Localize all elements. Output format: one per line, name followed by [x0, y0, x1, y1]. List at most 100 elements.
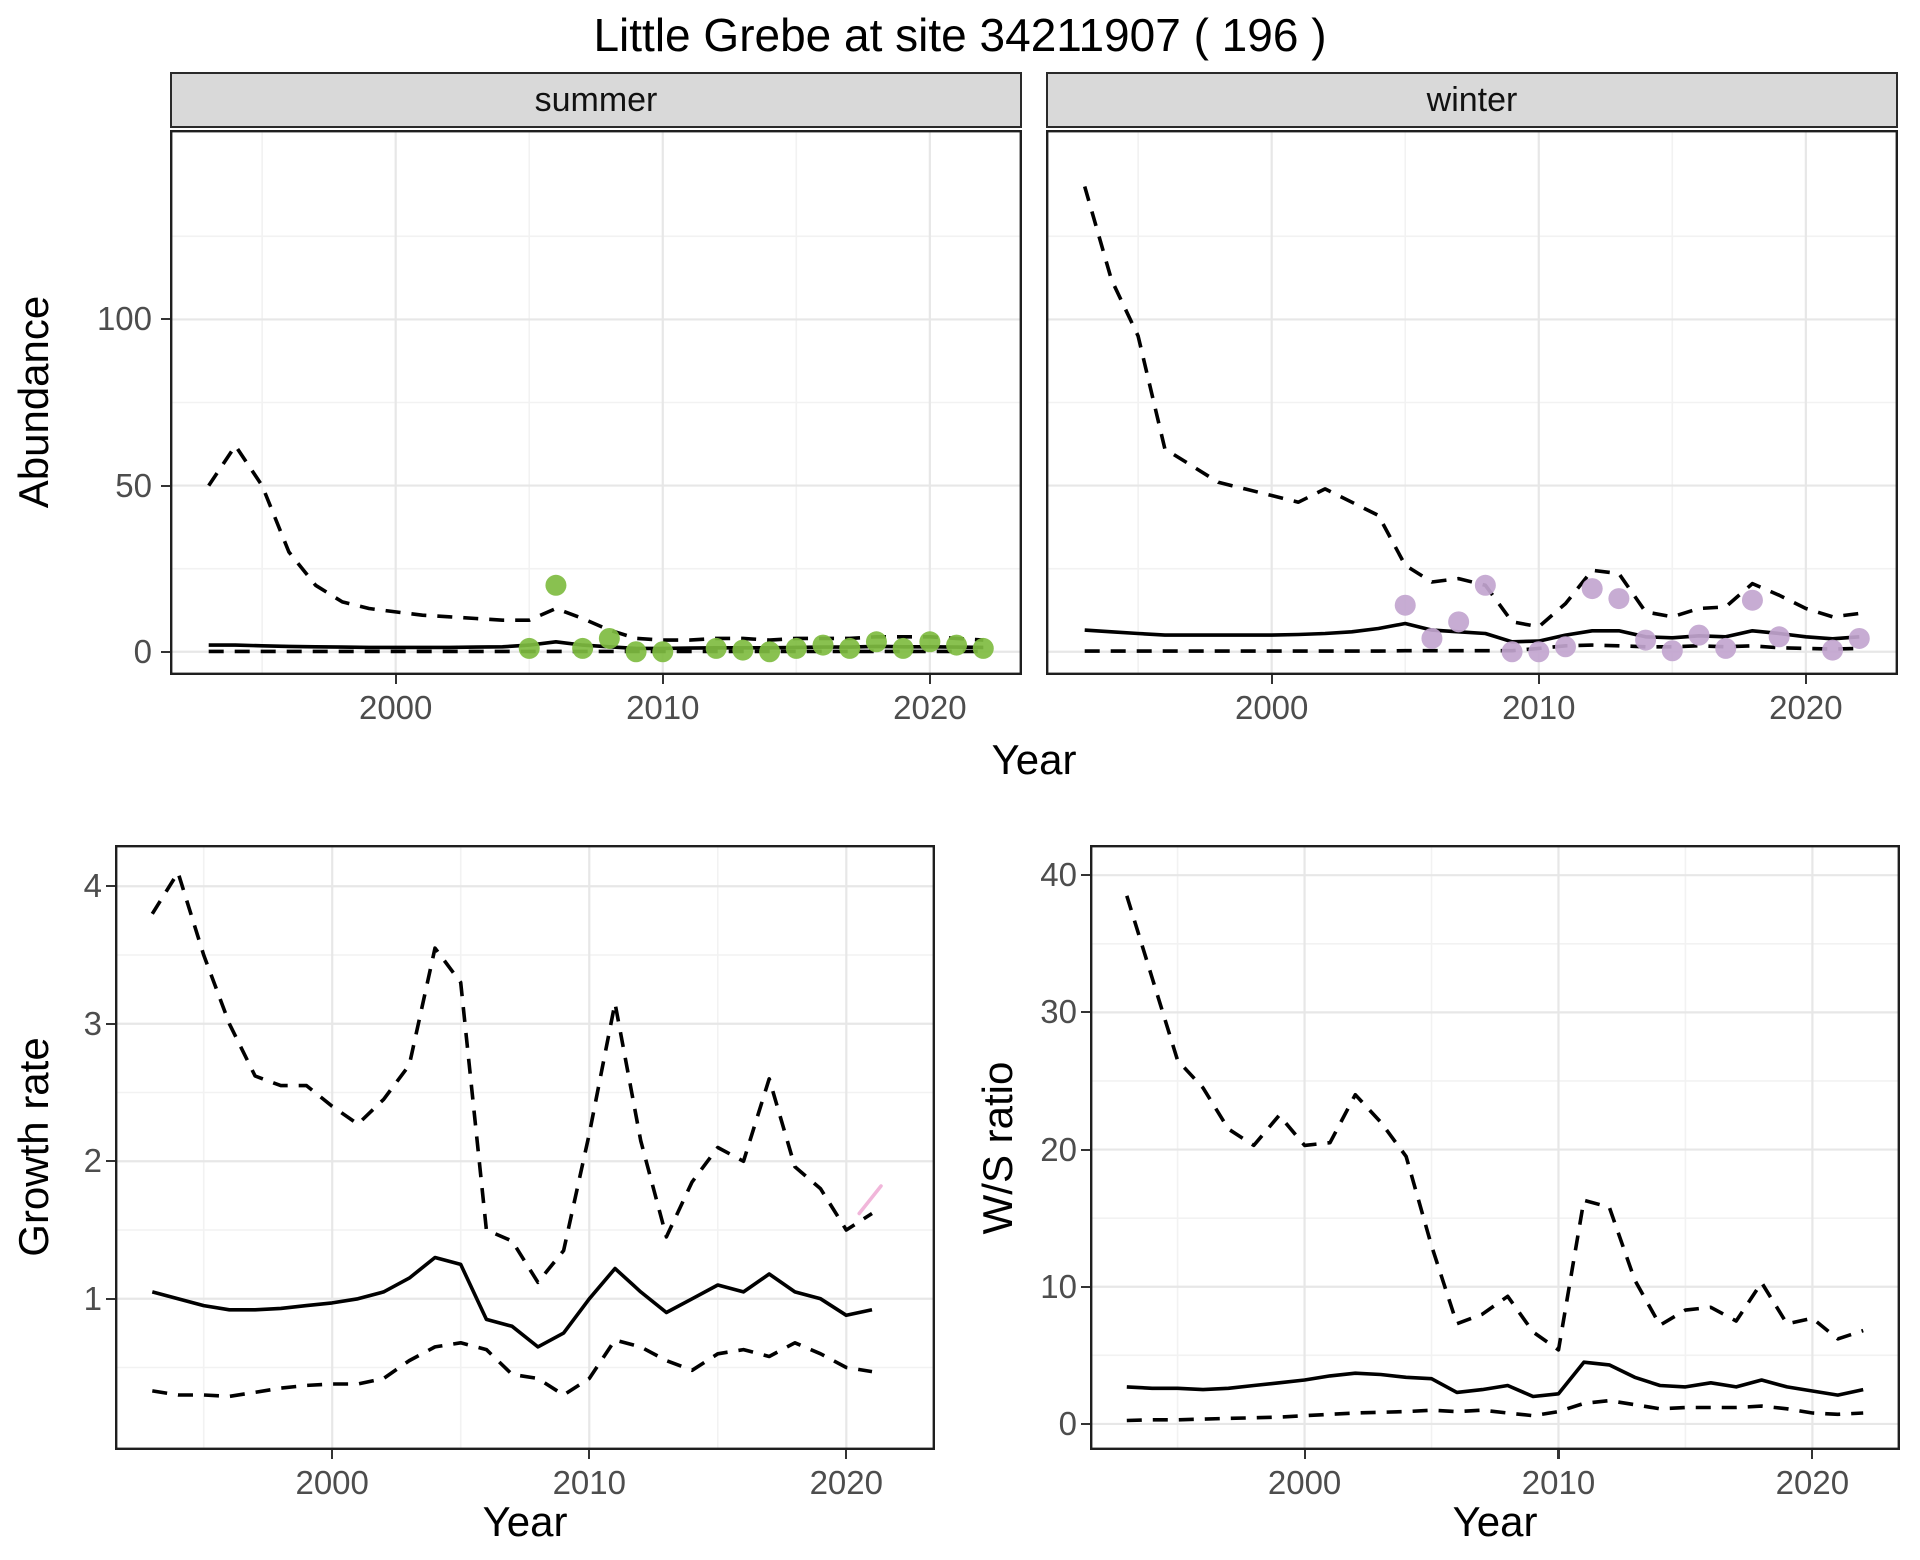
data-point — [598, 627, 620, 649]
data-point — [946, 634, 968, 656]
x-tick-label: 2020 — [893, 689, 967, 726]
facet-strip-summer: summer — [170, 72, 1022, 128]
mean-line — [151, 1255, 873, 1349]
x-tick — [588, 1450, 591, 1459]
y-tick — [106, 1297, 115, 1300]
data-point — [1581, 578, 1603, 600]
x-axis-title-ws: Year — [1452, 1498, 1538, 1545]
x-tick-label: 2000 — [358, 689, 433, 726]
data-point — [572, 637, 594, 659]
data-point — [1528, 641, 1550, 663]
y-tick — [161, 650, 170, 653]
data-point — [1394, 594, 1416, 616]
page-title: Little Grebe at site 34211907 ( 196 ) — [593, 9, 1327, 61]
y-tick — [1081, 1285, 1090, 1288]
x-tick-label: 2010 — [1521, 1464, 1596, 1501]
data-point — [919, 631, 941, 653]
data-point — [1661, 640, 1683, 662]
x-tick — [1303, 1450, 1306, 1459]
y-tick-label: 50 — [115, 466, 152, 504]
mean-line — [1126, 1360, 1864, 1399]
x-tick-label: 2000 — [1267, 1464, 1342, 1501]
x-tick — [1537, 675, 1540, 684]
panel-border — [1090, 845, 1900, 1450]
upper-ci-line — [207, 443, 984, 642]
y-axis-title-abundance: Abundance — [10, 295, 57, 509]
x-tick — [1557, 1450, 1560, 1459]
growth-rate-chart — [115, 845, 935, 1450]
x-tick-label: 2010 — [1502, 689, 1576, 726]
facet-label-winter: winter — [1426, 80, 1518, 119]
ws-ratio-chart — [1090, 845, 1900, 1450]
data-point — [625, 641, 647, 663]
panel-border — [170, 130, 1022, 675]
data-point — [1608, 588, 1630, 610]
x-tick-label: 2000 — [1234, 689, 1309, 726]
data-point — [839, 637, 861, 659]
panel-border — [1046, 130, 1898, 675]
lower-ci-line — [152, 1338, 873, 1399]
data-point — [1741, 589, 1763, 611]
data-point — [732, 639, 754, 661]
data-point — [1822, 639, 1844, 661]
data-point — [652, 641, 674, 663]
upper-ci-line — [150, 870, 873, 1285]
facet-label-summer: summer — [534, 80, 658, 119]
x-tick — [1811, 1450, 1814, 1459]
y-tick — [1081, 1148, 1090, 1151]
x-tick — [1804, 675, 1807, 684]
y-tick-label: 1 — [83, 1279, 102, 1317]
upper-ci-line — [1125, 895, 1864, 1352]
y-tick — [1081, 874, 1090, 877]
data-point — [1715, 637, 1737, 659]
y-tick — [106, 1022, 115, 1025]
data-point — [1474, 574, 1496, 596]
data-point — [972, 637, 994, 659]
data-point — [865, 631, 887, 653]
data-point — [1501, 641, 1523, 663]
lower-ci-line — [1126, 1398, 1864, 1423]
extra-mark — [857, 1184, 883, 1216]
y-tick-label: 3 — [83, 1004, 102, 1042]
data-point — [705, 637, 727, 659]
data-point — [1688, 624, 1710, 646]
x-tick — [661, 675, 664, 684]
x-tick-label: 2020 — [809, 1464, 883, 1501]
y-tick — [106, 885, 115, 888]
y-tick-label: 0 — [1058, 1404, 1077, 1442]
x-tick-label: 2010 — [626, 689, 700, 726]
x-tick — [331, 1450, 334, 1459]
data-point — [1768, 626, 1790, 648]
data-point — [759, 641, 781, 663]
y-tick — [106, 1160, 115, 1163]
y-tick — [161, 484, 170, 487]
x-tick — [1270, 675, 1273, 684]
data-point — [518, 637, 540, 659]
facet-strip-winter: winter — [1046, 72, 1898, 128]
y-tick — [1081, 1422, 1090, 1425]
y-tick-label: 100 — [96, 300, 152, 338]
upper-ci-line — [1082, 186, 1860, 629]
x-axis-title-top: Year — [991, 736, 1077, 783]
x-tick — [845, 1450, 848, 1459]
y-tick-label: 30 — [1040, 993, 1077, 1031]
y-tick-label: 20 — [1040, 1130, 1077, 1168]
data-point — [1635, 629, 1657, 651]
y-tick — [161, 318, 170, 321]
data-point — [812, 634, 834, 656]
x-tick-label: 2020 — [1769, 689, 1843, 726]
abundance-winter-chart — [1046, 130, 1898, 675]
abundance-summer-chart — [170, 130, 1022, 675]
y-tick-label: 40 — [1040, 856, 1077, 894]
data-point — [1421, 627, 1443, 649]
y-tick-label: 10 — [1040, 1267, 1077, 1305]
data-point — [892, 637, 914, 659]
y-tick-label: 0 — [133, 632, 152, 670]
y-tick-label: 2 — [83, 1142, 102, 1180]
data-point — [1848, 627, 1870, 649]
data-point — [1554, 636, 1576, 658]
mean-line — [1084, 621, 1860, 644]
x-tick-label: 2000 — [295, 1464, 369, 1501]
panel-border — [115, 845, 935, 1450]
